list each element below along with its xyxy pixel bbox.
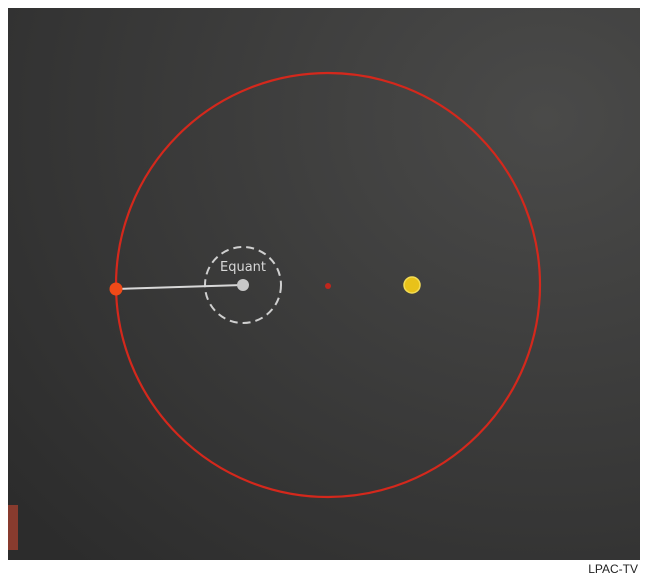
planet (109, 282, 123, 296)
radius-line (115, 284, 244, 290)
center-point (325, 283, 331, 289)
corner-marker (8, 505, 18, 550)
earth-point (403, 276, 421, 294)
equant-circle (204, 246, 282, 324)
diagram: Equant (8, 8, 640, 560)
equant-point (237, 279, 249, 291)
panel (8, 8, 640, 560)
equant-label: Equant (220, 260, 266, 275)
credit: LPAC-TV (588, 562, 638, 576)
